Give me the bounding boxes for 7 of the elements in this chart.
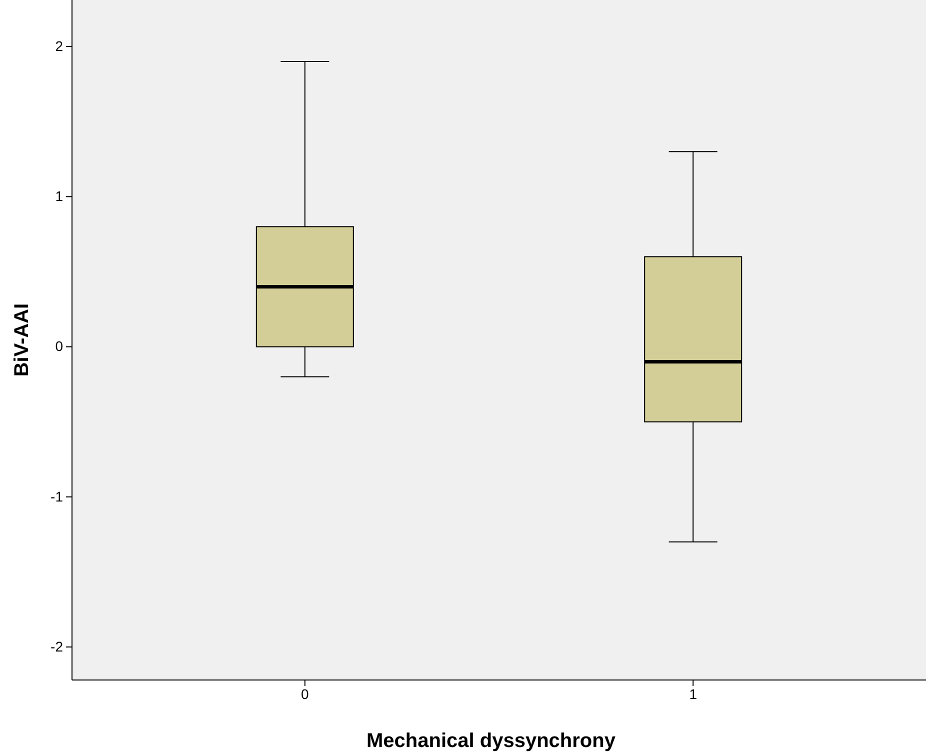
y-axis-title: BiV-AAI bbox=[11, 303, 33, 377]
y-tick-label: 0 bbox=[55, 338, 64, 354]
y-tick-label: -2 bbox=[50, 638, 64, 654]
y-tick-label: -1 bbox=[50, 488, 64, 504]
y-tick-label: 1 bbox=[55, 188, 64, 204]
x-axis-title: Mechanical dyssynchrony bbox=[366, 730, 616, 752]
y-tick-label: 2 bbox=[55, 38, 64, 54]
